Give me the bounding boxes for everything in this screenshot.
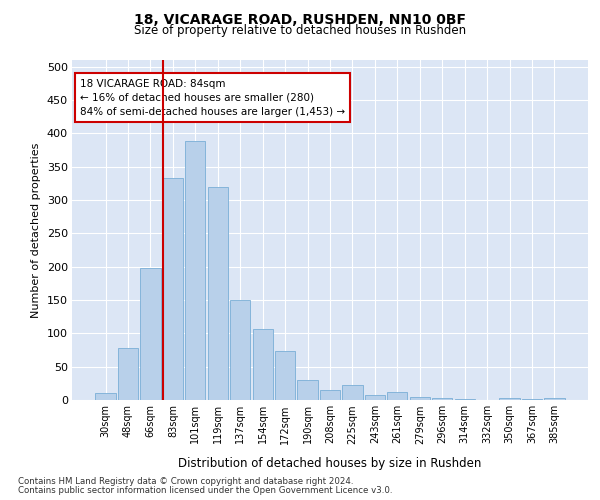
Text: 18 VICARAGE ROAD: 84sqm
← 16% of detached houses are smaller (280)
84% of semi-d: 18 VICARAGE ROAD: 84sqm ← 16% of detache…	[80, 78, 345, 116]
Bar	[208, 186, 228, 400]
Text: Contains public sector information licensed under the Open Government Licence v3: Contains public sector information licen…	[18, 486, 392, 495]
Bar	[185, 142, 205, 400]
Bar	[544, 398, 565, 400]
Bar	[298, 380, 317, 400]
Bar	[140, 268, 161, 400]
Bar	[253, 328, 273, 400]
Bar	[387, 392, 407, 400]
Bar	[163, 178, 183, 400]
Bar	[365, 394, 385, 400]
Bar	[320, 390, 340, 400]
Text: 18, VICARAGE ROAD, RUSHDEN, NN10 0BF: 18, VICARAGE ROAD, RUSHDEN, NN10 0BF	[134, 12, 466, 26]
Bar	[410, 396, 430, 400]
Y-axis label: Number of detached properties: Number of detached properties	[31, 142, 41, 318]
Text: Size of property relative to detached houses in Rushden: Size of property relative to detached ho…	[134, 24, 466, 37]
Bar	[230, 300, 250, 400]
Bar	[95, 394, 116, 400]
Text: Distribution of detached houses by size in Rushden: Distribution of detached houses by size …	[178, 458, 482, 470]
Bar	[499, 398, 520, 400]
Bar	[275, 352, 295, 400]
Bar	[343, 386, 362, 400]
Text: Contains HM Land Registry data © Crown copyright and database right 2024.: Contains HM Land Registry data © Crown c…	[18, 477, 353, 486]
Bar	[432, 398, 452, 400]
Bar	[118, 348, 138, 400]
